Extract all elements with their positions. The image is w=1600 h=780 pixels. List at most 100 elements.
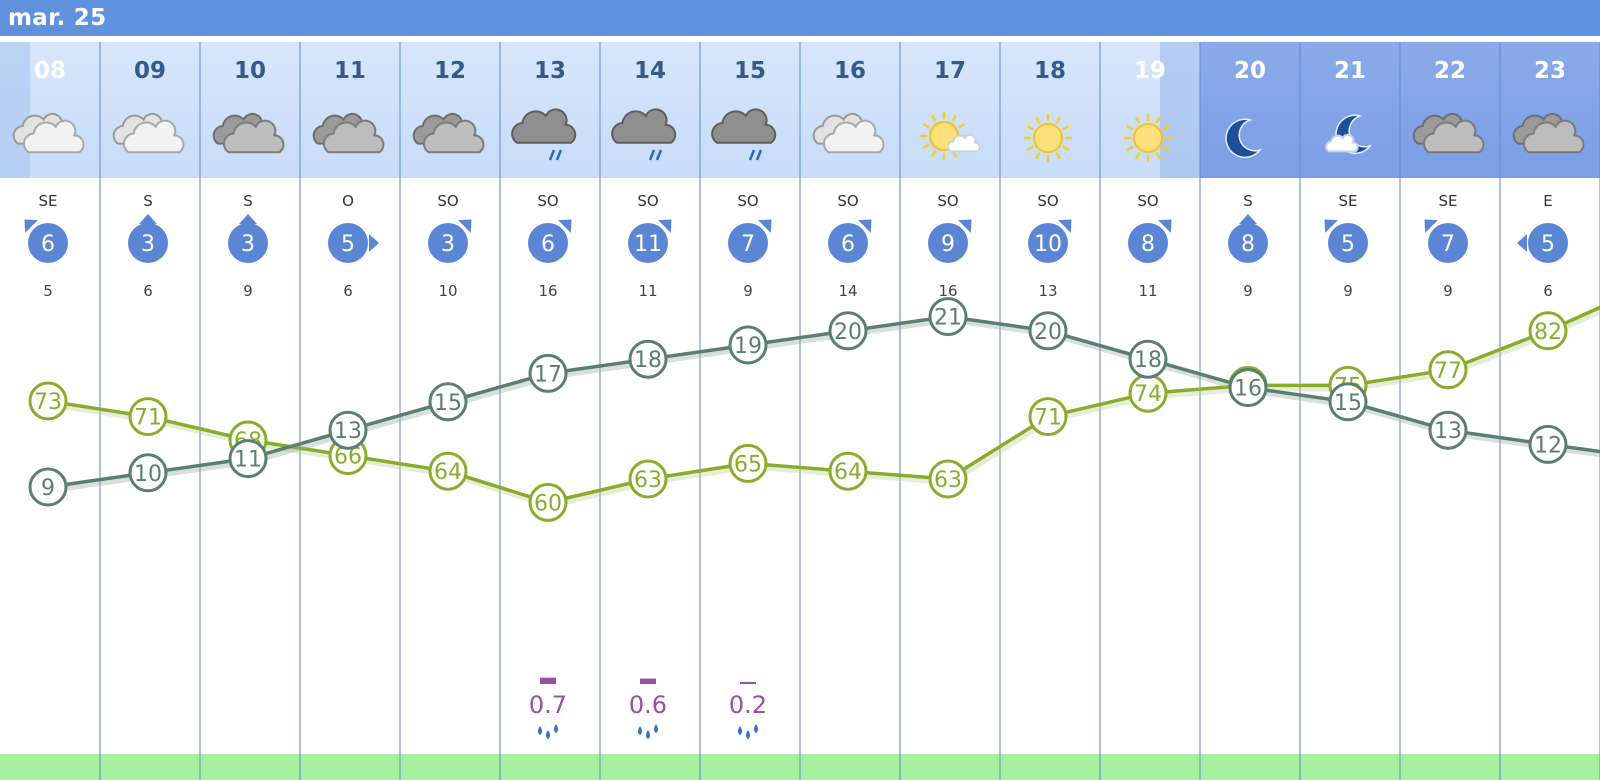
temperature-marker (628, 339, 668, 379)
wind-gust-14: 11 (638, 282, 657, 300)
wind-speed-bubble (128, 223, 168, 263)
wind-arrow-icon (658, 219, 672, 233)
wind-direction-20: S (1243, 192, 1253, 210)
wind-arrow-icon (1424, 219, 1438, 233)
wind-speed-bubble (1328, 223, 1368, 263)
moon-icon (1225, 118, 1263, 159)
hour-label-13: 13 (534, 58, 566, 84)
temperature-marker (828, 311, 868, 351)
humidity-marker (128, 397, 168, 437)
temperature-value-14: 18 (634, 348, 662, 373)
temperature-marker (1228, 368, 1268, 408)
wind-gust-23: 6 (1543, 282, 1553, 300)
temperature-value-08: 9 (41, 476, 55, 501)
humidity-marker (928, 459, 968, 499)
temperature-value-12: 15 (434, 391, 462, 416)
wind-speed-09: 3 (141, 232, 155, 257)
humidity-value-19: 74 (1134, 382, 1162, 407)
temperature-value-22: 13 (1434, 419, 1462, 444)
wind-speed-bubble (328, 223, 368, 263)
wind-direction-17: SO (937, 192, 958, 210)
wind-direction-12: SO (437, 192, 458, 210)
temperature-value-20: 16 (1234, 377, 1262, 402)
hour-cell-22 (1400, 42, 1500, 178)
humidity-value-17: 63 (934, 468, 962, 493)
temperature-marker (1128, 339, 1168, 379)
rain-bar-15 (740, 682, 756, 684)
wind-arrow-icon (1517, 234, 1527, 252)
wind-speed-11: 5 (341, 232, 355, 257)
humidity-marker (28, 381, 68, 421)
wind-gust-16: 14 (838, 282, 857, 300)
hour-label-23: 23 (1534, 58, 1566, 84)
temperature-marker (328, 410, 368, 450)
temperature-value-11: 13 (334, 419, 362, 444)
wind-gust-19: 11 (1138, 282, 1157, 300)
humidity-marker (1028, 397, 1068, 437)
humidity-value-16: 64 (834, 460, 862, 485)
wind-arrow-icon (24, 219, 38, 233)
wind-speed-bubble (928, 223, 968, 263)
temperature-value-16: 20 (834, 320, 862, 345)
wind-direction-10: S (243, 192, 253, 210)
wind-speed-19: 8 (1141, 232, 1155, 257)
temperature-marker (528, 353, 568, 393)
sun-cloud-icon (919, 111, 981, 161)
hour-cell-09 (100, 42, 200, 178)
wind-gust-22: 9 (1443, 282, 1453, 300)
wind-gust-08: 5 (43, 282, 53, 300)
temperature-marker (1028, 311, 1068, 351)
wind-speed-bubble (1028, 223, 1068, 263)
cloud-dark-icon (1412, 112, 1485, 154)
hour-label-20: 20 (1234, 58, 1266, 84)
wind-speed-bubble (528, 223, 568, 263)
temperature-value-10: 11 (234, 448, 262, 473)
wind-speed-bubble (728, 223, 768, 263)
wind-gust-20: 9 (1243, 282, 1253, 300)
wind-speed-bubble (28, 223, 68, 263)
cloud-dark-icon (212, 112, 285, 154)
temperature-marker (1428, 410, 1468, 450)
wind-speed-23: 5 (1541, 232, 1555, 257)
hour-label-09: 09 (134, 58, 166, 84)
wind-speed-08: 6 (41, 232, 55, 257)
wind-direction-19: SO (1137, 192, 1158, 210)
wind-gust-18: 13 (1038, 282, 1057, 300)
rain-amount-14: 0.6 (629, 691, 667, 719)
temperature-marker (28, 467, 68, 507)
wind-speed-bubble (1428, 223, 1468, 263)
sun-icon (1023, 113, 1073, 163)
hour-label-18: 18 (1034, 58, 1066, 84)
cloud-rain-icon (611, 108, 677, 161)
wind-speed-18: 10 (1034, 232, 1062, 257)
wind-direction-11: O (342, 192, 354, 210)
wind-speed-bubble (228, 223, 268, 263)
temperature-marker (1328, 382, 1368, 422)
rain-amount-15: 0.2 (729, 691, 767, 719)
wind-direction-08: SE (39, 192, 58, 210)
hour-label-11: 11 (334, 58, 366, 84)
cloud-rain-icon (711, 108, 777, 161)
humidity-value-22: 77 (1434, 359, 1462, 384)
hour-label-14: 14 (634, 58, 666, 84)
wind-speed-16: 6 (841, 232, 855, 257)
wind-speed-13: 6 (541, 232, 555, 257)
wind-speed-12: 3 (441, 232, 455, 257)
raindrops-icon (738, 724, 758, 739)
temperature-value-18: 20 (1034, 320, 1062, 345)
date-label: mar. 25 (8, 5, 107, 31)
temperature-value-09: 10 (134, 462, 162, 487)
humidity-marker (528, 482, 568, 522)
wind-arrow-icon (558, 219, 572, 233)
hour-cell-17 (900, 42, 1000, 178)
wind-gust-17: 16 (938, 282, 957, 300)
temperature-marker (728, 325, 768, 365)
wind-speed-bubble (1528, 223, 1568, 263)
wind-speed-bubble (1228, 223, 1268, 263)
humidity-marker (1528, 311, 1568, 351)
wind-gust-09: 6 (143, 282, 153, 300)
wind-direction-23: E (1543, 192, 1552, 210)
hour-cell-23 (1500, 42, 1600, 178)
wind-speed-10: 3 (241, 232, 255, 257)
